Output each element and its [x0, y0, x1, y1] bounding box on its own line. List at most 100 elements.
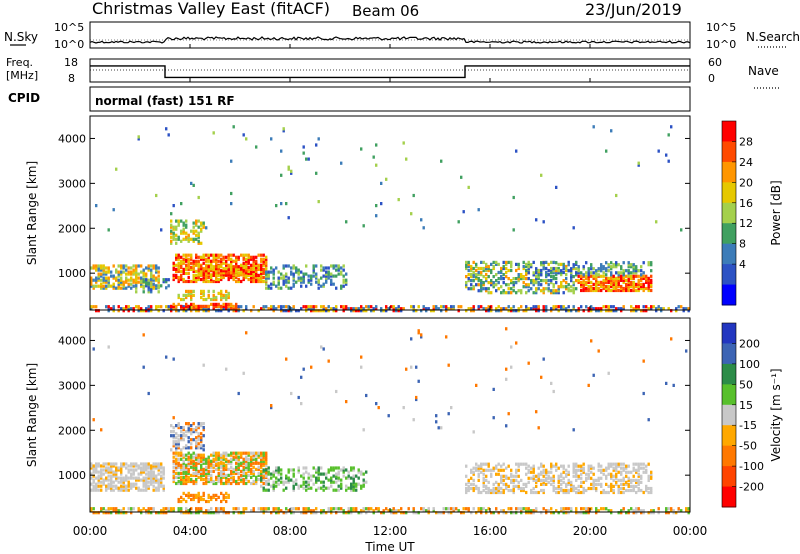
- noise-panel: N.Sky 10^5 10^0 10^5 10^0 N.Search: [4, 21, 800, 51]
- velocity-cell: [95, 464, 98, 468]
- power-cell: [150, 280, 153, 284]
- velocity-cell: [497, 490, 500, 495]
- power-cell: [252, 273, 255, 277]
- velocity-cell: [152, 464, 155, 468]
- power-cell: [240, 267, 243, 271]
- velocity-cell: [572, 466, 575, 470]
- power-cell: [560, 307, 563, 311]
- power-cell: [557, 266, 560, 271]
- power-cell: [172, 237, 175, 241]
- velocity-cell: [337, 488, 340, 492]
- velocity-cell: [197, 432, 200, 436]
- velocity-cell: [297, 507, 300, 511]
- velocity-cell: [112, 480, 115, 484]
- velocity-cell: [90, 507, 93, 511]
- power-cell: [577, 271, 580, 275]
- velocity-cell: [592, 480, 595, 484]
- power-cell: [145, 278, 148, 282]
- velocity-cell: [527, 511, 530, 515]
- velocity-cell: [190, 442, 193, 446]
- power-cell: [150, 272, 153, 276]
- power-cell: [210, 297, 213, 302]
- power-cell: [205, 273, 208, 277]
- velocity-cell: [495, 488, 498, 493]
- power-cell: [252, 261, 255, 265]
- power-cell: [120, 264, 123, 268]
- power-cell: [330, 264, 333, 268]
- velocity-cell: [117, 468, 120, 472]
- velocity-cell: [482, 484, 485, 488]
- velocity-cell: [182, 497, 185, 502]
- power-cell: [517, 279, 520, 283]
- velocity-cell: [567, 482, 570, 486]
- power-cell: [265, 274, 268, 278]
- power-cell: [370, 309, 373, 313]
- velocity-cell: [570, 480, 573, 484]
- velocity-cell: [105, 488, 108, 492]
- power-cell: [657, 305, 660, 309]
- power-cell: [505, 270, 508, 275]
- velocity-cell: [477, 472, 480, 476]
- velocity-cell: [630, 507, 633, 511]
- velocity-cell: [562, 511, 565, 515]
- velocity-cell: [672, 383, 675, 387]
- velocity-cell: [385, 507, 388, 511]
- velocity-cell: [350, 476, 353, 480]
- velocity-cell: [265, 451, 268, 455]
- power-cell: [162, 309, 165, 313]
- power-cell: [130, 272, 133, 276]
- power-cell: [260, 269, 263, 273]
- power-cell: [687, 309, 690, 313]
- velocity-cell: [615, 480, 618, 484]
- power-cell: [192, 269, 195, 273]
- power-cell: [202, 221, 205, 225]
- velocity-cell: [275, 509, 278, 513]
- velocity-cell: [122, 476, 125, 480]
- power-cell: [107, 276, 110, 280]
- power-cell: [500, 270, 503, 275]
- power-cell: [227, 277, 230, 282]
- power-cell: [467, 185, 470, 189]
- velocity-cell: [535, 478, 538, 482]
- velocity-cell: [137, 466, 140, 470]
- velocity-cell: [562, 507, 565, 511]
- velocity-cell: [222, 473, 225, 477]
- power-cell: [477, 277, 480, 281]
- power-cell: [222, 295, 225, 300]
- power-cell: [345, 307, 348, 311]
- velocity-cell: [220, 469, 223, 473]
- power-cell: [95, 268, 98, 272]
- velocity-cell: [190, 493, 193, 497]
- power-cell: [502, 264, 505, 269]
- velocity-cell: [202, 461, 205, 465]
- power-cell: [157, 278, 160, 282]
- velocity-cell: [650, 474, 653, 478]
- velocity-cell: [175, 461, 178, 465]
- power-cell: [157, 274, 160, 278]
- colorbar-tick-label: 24: [739, 156, 753, 169]
- power-cell: [565, 309, 568, 313]
- power-cell: [622, 276, 625, 280]
- velocity-cell: [472, 488, 475, 493]
- velocity-cell: [465, 464, 468, 468]
- velocity-cell: [182, 426, 185, 430]
- velocity-cell: [252, 461, 255, 465]
- velocity-cell: [260, 471, 263, 475]
- velocity-cell: [625, 511, 628, 515]
- velocity-cell: [277, 468, 280, 472]
- power-cell: [95, 266, 98, 270]
- power-cell: [330, 280, 333, 284]
- power-cell: [335, 264, 338, 268]
- velocity-cell: [200, 459, 203, 463]
- velocity-cell: [120, 484, 123, 488]
- velocity-cell: [172, 430, 175, 434]
- velocity-cell: [105, 511, 108, 515]
- power-cell: [615, 286, 618, 291]
- velocity-cell: [135, 476, 138, 480]
- power-cell: [625, 274, 628, 278]
- velocity-cell: [262, 457, 265, 461]
- velocity-cell: [235, 461, 238, 465]
- power-cell: [492, 275, 495, 279]
- power-cell: [542, 263, 545, 267]
- power-cell: [190, 289, 193, 293]
